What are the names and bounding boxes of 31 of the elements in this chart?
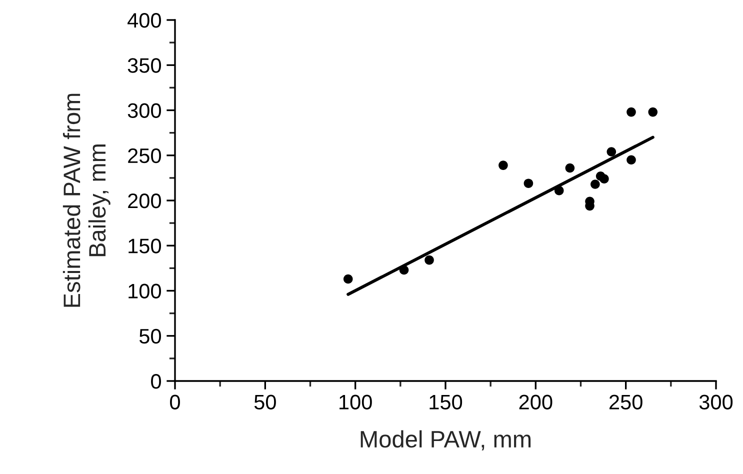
point xyxy=(590,180,600,189)
x-tick-label: 150 xyxy=(430,394,462,410)
point xyxy=(498,160,508,170)
point xyxy=(626,155,636,165)
point xyxy=(399,265,409,275)
point xyxy=(626,107,636,117)
y-tick-label: 250 xyxy=(128,148,161,164)
point xyxy=(648,107,658,117)
y-tick-label: 100 xyxy=(128,284,161,299)
y-tick-label: 0 xyxy=(151,374,161,389)
point xyxy=(424,255,434,265)
y-tick-label: 150 xyxy=(128,238,161,254)
y-tick-label: 400 xyxy=(128,13,161,28)
x-tick-label: 200 xyxy=(519,394,552,410)
x-axis-title: Model PAW, mm xyxy=(360,430,531,450)
x-tick-label: 300 xyxy=(699,394,733,410)
point xyxy=(606,147,616,156)
y-tick-label: 50 xyxy=(139,328,161,344)
x-tick-label: 50 xyxy=(254,394,276,410)
point xyxy=(600,174,609,184)
y-tick-label: 300 xyxy=(128,103,161,118)
y-tick-label: 200 xyxy=(128,194,161,208)
point xyxy=(524,178,534,188)
x-tick-label: 250 xyxy=(610,394,642,410)
point xyxy=(565,163,575,173)
point xyxy=(554,186,564,196)
y-axis-title: Estimated PAW from Bailey, mm xyxy=(62,94,110,307)
y-tick-label: 350 xyxy=(128,58,161,73)
x-tick-label: 100 xyxy=(340,394,372,410)
point xyxy=(343,274,353,284)
x-tick-label: 0 xyxy=(170,394,180,410)
